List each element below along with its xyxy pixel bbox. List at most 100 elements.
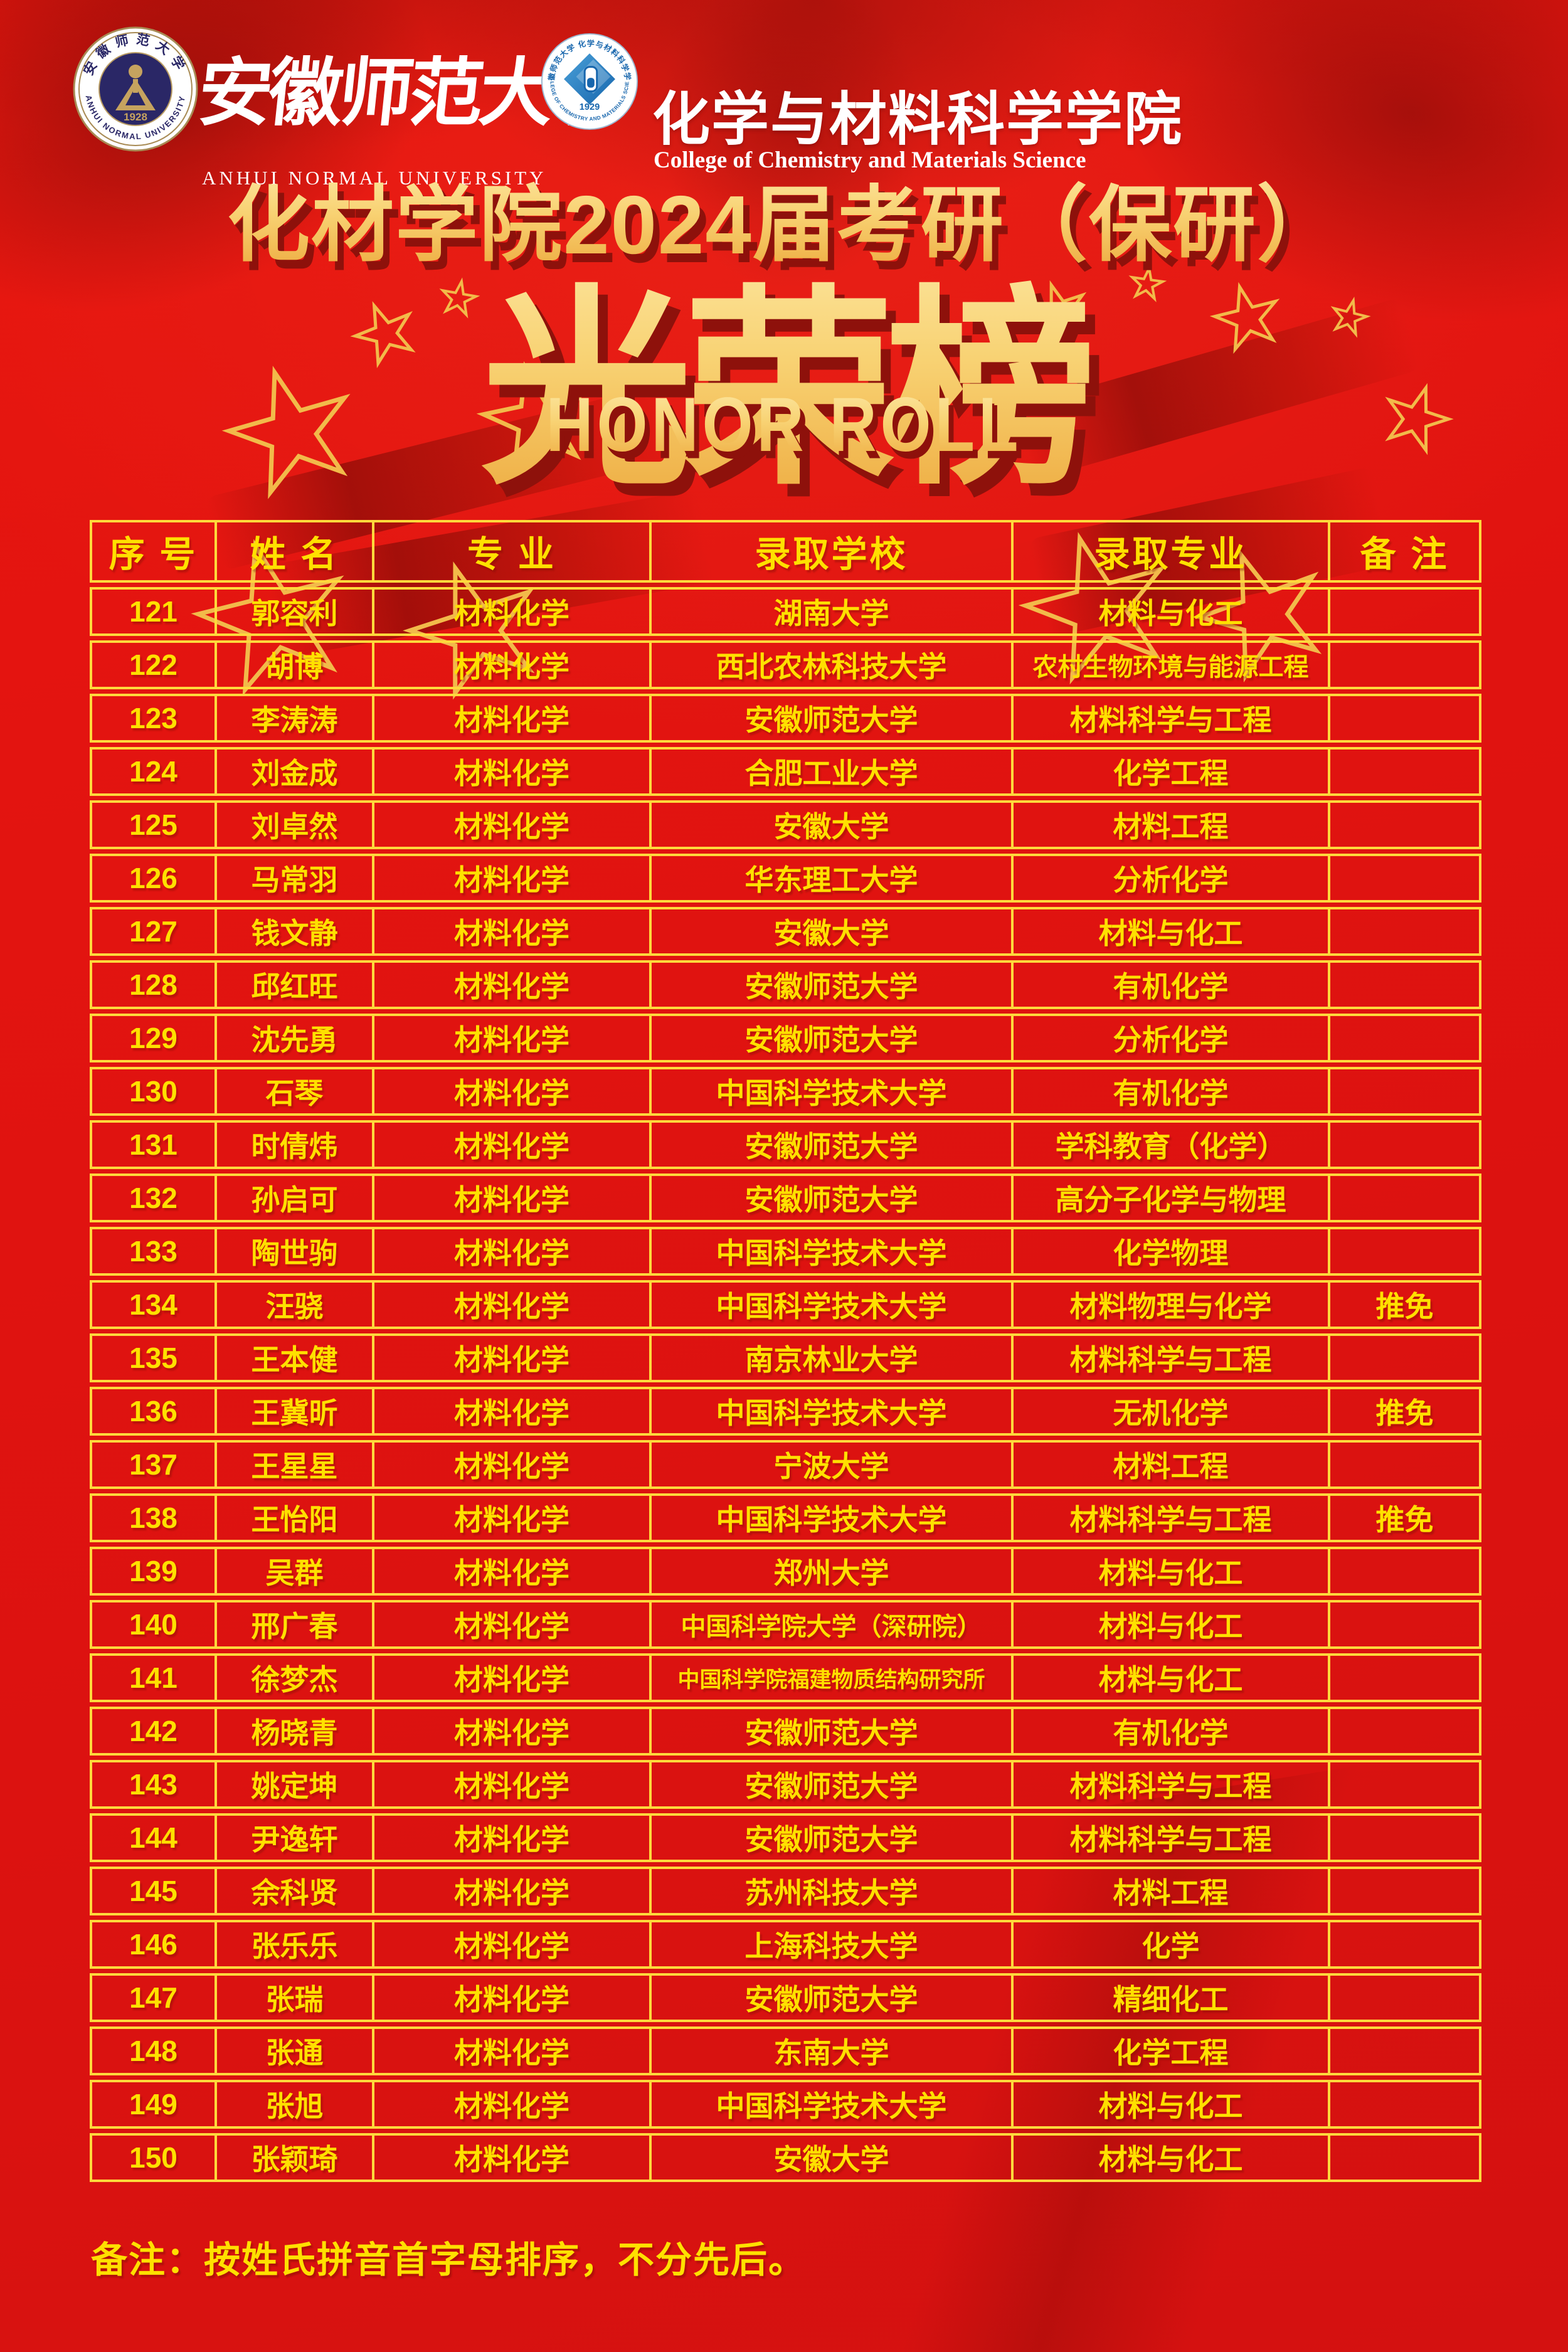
- cell-admitted-major: 材料科学与工程: [1011, 696, 1328, 740]
- cell-index: 139: [129, 1555, 177, 1587]
- table-row: 138 王怡阳 材料化学 中国科学技术大学 材料科学与工程 推免: [90, 1493, 1481, 1542]
- cell-admitted-major: 材料科学与工程: [1011, 1762, 1328, 1806]
- cell-remark: [1328, 1656, 1479, 1700]
- cell-school: 安徽师范大学: [649, 1176, 1011, 1220]
- college-seal-year: 1929: [580, 102, 600, 112]
- university-name-en: ANHUI NORMAL UNIVERSITY: [202, 167, 547, 189]
- cell-major: 材料化学: [372, 1869, 649, 1913]
- cell-major: 材料化学: [372, 1069, 649, 1113]
- cell-admitted-major: 分析化学: [1011, 1016, 1328, 1060]
- cell-remark: [1328, 1229, 1479, 1273]
- cell-remark: [1328, 590, 1479, 633]
- cell-remark: [1328, 909, 1479, 953]
- cell-major: 材料化学: [372, 1922, 649, 1966]
- cell-major: 材料化学: [372, 1496, 649, 1540]
- cell-school: 宁波大学: [649, 1443, 1011, 1486]
- cell-admitted-major: 分析化学: [1011, 856, 1328, 900]
- university-seal-icon: 1928 安徽师范大学 ANHUI NORMAL UNIVERSITY: [73, 26, 198, 152]
- seal-year: 1928: [124, 111, 147, 123]
- table-row: 135 王本健 材料化学 南京林业大学 材料科学与工程: [90, 1333, 1481, 1382]
- cell-index: 138: [129, 1502, 177, 1534]
- cell-admitted-major: 学科教育（化学）: [1011, 1123, 1328, 1167]
- cell-major: 材料化学: [372, 2029, 649, 2073]
- table-row: 125 刘卓然 材料化学 安徽大学 材料工程: [90, 800, 1481, 849]
- cell-name: 郭容利: [215, 590, 372, 633]
- cell-remark: [1328, 2136, 1479, 2180]
- cell-major: 材料化学: [372, 1976, 649, 2020]
- cell-remark: [1328, 1069, 1479, 1113]
- table-row: 144 尹逸轩 材料化学 安徽师范大学 材料科学与工程: [90, 1813, 1481, 1862]
- cell-remark: 推免: [1328, 1389, 1479, 1433]
- table-row: 130 石琴 材料化学 中国科学技术大学 有机化学: [90, 1067, 1481, 1116]
- cell-index: 123: [129, 702, 177, 734]
- table-row: 139 吴群 材料化学 郑州大学 材料与化工: [90, 1547, 1481, 1596]
- table-row: 150 张颖琦 材料化学 安徽大学 材料与化工: [90, 2133, 1481, 2182]
- table-row: 146 张乐乐 材料化学 上海科技大学 化学: [90, 1920, 1481, 1969]
- cell-index: 149: [129, 2088, 177, 2121]
- cell-name: 邱红旺: [215, 963, 372, 1007]
- cell-remark: [1328, 963, 1479, 1007]
- cell-index: 130: [129, 1075, 177, 1108]
- cell-index: 135: [129, 1342, 177, 1374]
- cell-major: 材料化学: [372, 1656, 649, 1700]
- poster-subtitle: 化材学院2024届考研（保研） 化材学院2024届考研（保研）: [0, 158, 1568, 280]
- cell-index: 140: [129, 1608, 177, 1641]
- cell-name: 孙启可: [215, 1176, 372, 1220]
- table-row: 147 张瑞 材料化学 安徽师范大学 精细化工: [90, 1973, 1481, 2022]
- cell-name: 沈先勇: [215, 1016, 372, 1060]
- cell-major: 材料化学: [372, 1016, 649, 1060]
- cell-index: 143: [129, 1768, 177, 1801]
- cell-index: 132: [129, 1182, 177, 1214]
- cell-name: 王怡阳: [215, 1496, 372, 1540]
- cell-remark: [1328, 1709, 1479, 1753]
- cell-index: 144: [129, 1821, 177, 1854]
- column-header-name: 姓 名: [215, 522, 372, 580]
- cell-remark: [1328, 1336, 1479, 1380]
- cell-admitted-major: 材料科学与工程: [1011, 1496, 1328, 1540]
- cell-remark: 推免: [1328, 1283, 1479, 1327]
- cell-major: 材料化学: [372, 1443, 649, 1486]
- cell-remark: [1328, 856, 1479, 900]
- university-name: 安徽师范大学: [194, 52, 625, 135]
- cell-admitted-major: 有机化学: [1011, 963, 1328, 1007]
- table-row: 136 王冀昕 材料化学 中国科学技术大学 无机化学 推免: [90, 1387, 1481, 1436]
- column-header-admitted-major: 录取专业: [1011, 522, 1328, 580]
- cell-school: 南京林业大学: [649, 1336, 1011, 1380]
- cell-remark: [1328, 1123, 1479, 1167]
- table-row: 148 张通 材料化学 东南大学 化学工程: [90, 2026, 1481, 2075]
- cell-remark: [1328, 1922, 1479, 1966]
- cell-name: 王星星: [215, 1443, 372, 1486]
- cell-major: 材料化学: [372, 1389, 649, 1433]
- cell-remark: 推免: [1328, 1496, 1479, 1540]
- cell-name: 张瑞: [215, 1976, 372, 2020]
- cell-major: 材料化学: [372, 1762, 649, 1806]
- cell-admitted-major: 化学: [1011, 1922, 1328, 1966]
- cell-name: 张旭: [215, 2082, 372, 2126]
- cell-major: 材料化学: [372, 1709, 649, 1753]
- cell-admitted-major: 化学工程: [1011, 750, 1328, 793]
- cell-school: 中国科学技术大学: [649, 1283, 1011, 1327]
- cell-admitted-major: 材料与化工: [1011, 2136, 1328, 2180]
- cell-name: 张乐乐: [215, 1922, 372, 1966]
- table-row: 142 杨晓青 材料化学 安徽师范大学 有机化学: [90, 1707, 1481, 1756]
- cell-name: 王本健: [215, 1336, 372, 1380]
- cell-school: 中国科学院福建物质结构研究所: [649, 1656, 1011, 1700]
- cell-major: 材料化学: [372, 1549, 649, 1593]
- cell-major: 材料化学: [372, 590, 649, 633]
- cell-remark: [1328, 1816, 1479, 1860]
- cell-name: 邢广春: [215, 1602, 372, 1646]
- cell-school: 西北农林科技大学: [649, 643, 1011, 687]
- cell-admitted-major: 材料科学与工程: [1011, 1816, 1328, 1860]
- cell-admitted-major: 化学工程: [1011, 2029, 1328, 2073]
- table-row: 128 邱红旺 材料化学 安徽师范大学 有机化学: [90, 960, 1481, 1009]
- cell-school: 湖南大学: [649, 590, 1011, 633]
- cell-school: 合肥工业大学: [649, 750, 1011, 793]
- cell-remark: [1328, 643, 1479, 687]
- cell-school: 华东理工大学: [649, 856, 1011, 900]
- cell-admitted-major: 材料物理与化学: [1011, 1283, 1328, 1327]
- cell-admitted-major: 材料与化工: [1011, 1549, 1328, 1593]
- cell-school: 安徽师范大学: [649, 963, 1011, 1007]
- table-row: 134 汪骁 材料化学 中国科学技术大学 材料物理与化学 推免: [90, 1280, 1481, 1329]
- cell-major: 材料化学: [372, 1176, 649, 1220]
- cell-remark: [1328, 1976, 1479, 2020]
